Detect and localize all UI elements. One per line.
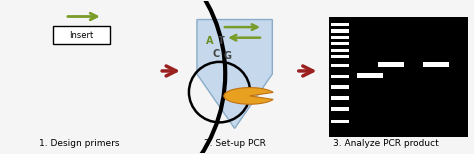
Bar (331, 42, 349, 45)
Bar (331, 29, 349, 33)
Polygon shape (197, 20, 273, 128)
Bar (331, 75, 349, 78)
Text: 1. Design primers: 1. Design primers (39, 139, 119, 148)
Bar (329, 16, 468, 138)
Bar (378, 63, 404, 67)
Text: Insert: Insert (69, 31, 94, 40)
Text: 2. Set-up PCR: 2. Set-up PCR (204, 139, 265, 148)
Bar (331, 96, 349, 100)
Text: T: T (218, 36, 225, 46)
Text: C: C (212, 49, 219, 59)
Bar (423, 63, 449, 67)
Bar (331, 120, 349, 123)
Bar (331, 23, 349, 26)
FancyBboxPatch shape (53, 26, 110, 45)
Wedge shape (224, 88, 273, 104)
Bar (331, 49, 349, 52)
Bar (331, 64, 349, 67)
Bar (331, 36, 349, 39)
Bar (331, 55, 349, 58)
Text: 3. Analyze PCR product: 3. Analyze PCR product (333, 139, 438, 148)
Bar (357, 73, 383, 78)
Text: A: A (206, 36, 214, 46)
Bar (331, 85, 349, 89)
Bar (331, 107, 349, 111)
Text: G: G (223, 51, 231, 61)
